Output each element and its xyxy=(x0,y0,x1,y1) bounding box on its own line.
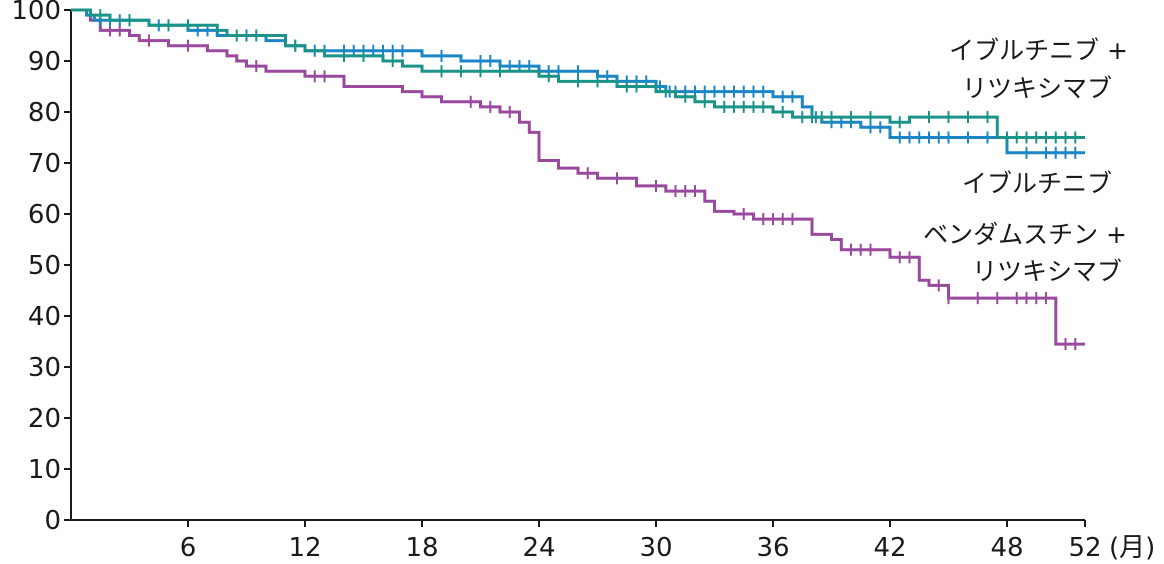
y-tick-label: 100 xyxy=(11,0,61,26)
y-tick-label: 80 xyxy=(28,98,61,128)
series-line-2 xyxy=(71,8,1085,346)
series-label-bendamustine-rituximab-line2: リツキシマブ xyxy=(972,257,1122,286)
x-tick-label: 24 xyxy=(522,533,555,563)
x-unit-label: (月) xyxy=(1109,533,1155,563)
series-line-1 xyxy=(71,8,1085,139)
axes: 0 10 20 30 40 50 60 70 80 90 100 6 12 18 24 30 36 42 48 52 (… xyxy=(11,0,1155,563)
x-tick-label: 6 xyxy=(180,533,197,563)
x-tick-label: 42 xyxy=(873,533,906,563)
y-tick-label: 40 xyxy=(28,302,61,332)
x-tick-label: 36 xyxy=(756,533,789,563)
y-tick-label: 20 xyxy=(28,404,61,434)
series-label-ibrutinib-rituximab-line1: イブルチニブ + xyxy=(949,36,1128,65)
y-tick-label: 50 xyxy=(28,251,61,281)
y-tick-label: 90 xyxy=(28,47,61,77)
x-tick-label: 12 xyxy=(288,533,321,563)
y-tick-label: 0 xyxy=(44,506,61,536)
series-label-bendamustine-rituximab-line1: ベンダムスチン + xyxy=(923,220,1127,249)
y-tick-label: 10 xyxy=(28,455,61,485)
x-tick-label: 48 xyxy=(990,533,1023,563)
y-tick-label: 70 xyxy=(28,149,61,179)
y-tick-label: 30 xyxy=(28,353,61,383)
x-tick-label: 30 xyxy=(639,533,672,563)
series-label-ibrutinib-rituximab-line2: リツキシマブ xyxy=(962,74,1112,103)
x-tick-label: 52 xyxy=(1068,533,1101,563)
series-label-ibrutinib: イブルチニブ xyxy=(962,169,1112,198)
y-tick-label: 60 xyxy=(28,200,61,230)
x-tick-label: 18 xyxy=(405,533,438,563)
series-layer xyxy=(71,8,1085,351)
